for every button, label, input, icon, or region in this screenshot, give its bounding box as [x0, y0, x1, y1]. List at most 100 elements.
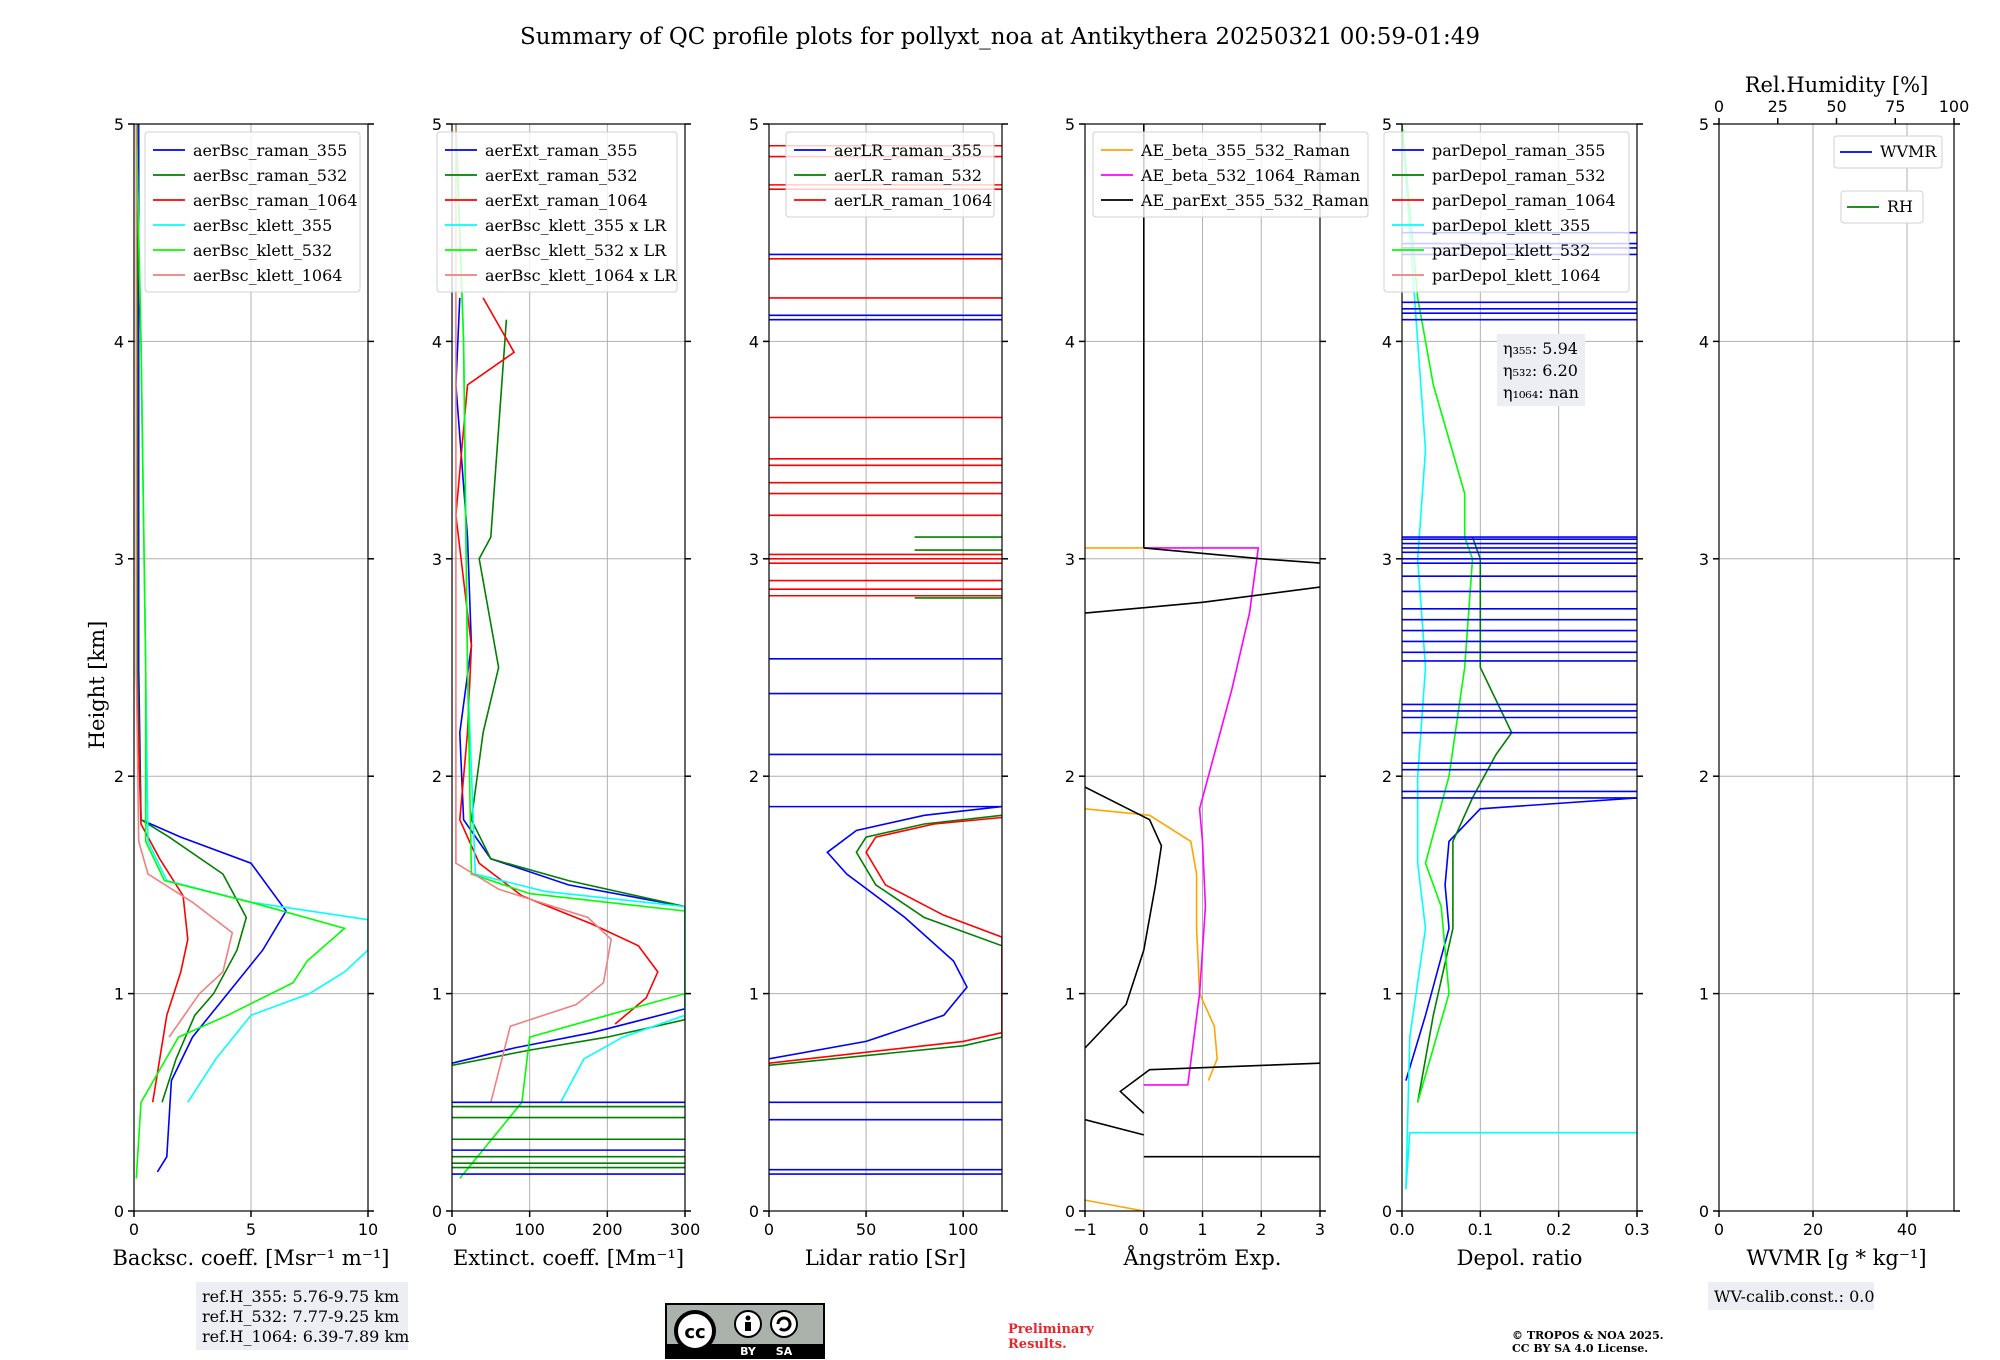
eta-annotation-box: η₃₅₅: 5.94 η₅₃₂: 6.20 η₁₀₆₄: nan [1497, 334, 1585, 406]
legend-box [785, 131, 995, 218]
x-tick-label-1: 0 [764, 1220, 774, 1239]
panel-3: 0 50 100 0 1 2 3 4 5 Lidar ratio [Sr] aerLR_raman_… [749, 115, 1008, 1270]
y-tick-label-6: 5 [1699, 115, 1709, 134]
series-aerBsc_klett_532 x LR [455, 124, 685, 1179]
series-aerLR_raman_1064 [769, 816, 1002, 1064]
y-tick-label-4: 3 [1699, 550, 1709, 569]
panel-1: 0 5 10 0 1 2 3 4 5 Backsc. coeff. [Msr⁻¹ m⁻¹] aerB… [113, 115, 390, 1270]
x2-tick-label-3: 50 [1826, 97, 1846, 116]
y-tick-label-5: 4 [432, 332, 442, 351]
x2-tick-label-4: 75 [1885, 97, 1905, 116]
legend-label-1: parDepol_raman_355 [1432, 141, 1605, 160]
y-tick-label-2: 1 [114, 985, 124, 1004]
cc-label: cc [684, 1322, 705, 1343]
legend-label-6: aerBsc_klett_1064 x LR [485, 266, 677, 285]
series-aerExt_raman_355 [452, 297, 685, 1064]
x-tick-label-2: 100 [514, 1220, 545, 1239]
legend-box [436, 131, 678, 293]
x-tick-label-1: 0 [447, 1220, 457, 1239]
y-tick-label-3: 2 [432, 767, 442, 786]
legend-label-3: aerLR_raman_1064 [834, 191, 992, 210]
series-AE_parExt_355_532_Raman-seg-2 [1119, 1062, 1320, 1114]
y-tick-label-4: 3 [749, 550, 759, 569]
legend: parDepol_raman_355 parDepol_raman_532 parD… [1383, 131, 1630, 293]
y-tick-label-1: 0 [1065, 1202, 1075, 1221]
y-tick-label-6: 5 [432, 115, 442, 134]
y-tick-label-5: 4 [1065, 332, 1075, 351]
y-tick-label-5: 4 [1382, 332, 1392, 351]
series-parDepol_raman_355 [1405, 797, 1637, 1081]
axes-frame [451, 123, 686, 1212]
x-tick-label-3: 40 [1897, 1220, 1917, 1239]
legend-label-6: parDepol_klett_1064 [1432, 266, 1601, 285]
eta-line-1: η₃₅₅: 5.94 [1503, 339, 1578, 358]
x-tick-label-3: 1 [1197, 1220, 1207, 1239]
x-tick-label-3: 0.2 [1546, 1220, 1571, 1239]
series-AE_parExt_355_532_Raman [1085, 786, 1163, 1049]
x-axis-label: Ångström Exp. [1123, 1245, 1282, 1270]
eta-line-2: η₅₃₂: 6.20 [1503, 361, 1578, 380]
y-tick-label-2: 1 [1382, 985, 1392, 1004]
x-tick-label-1: 0.0 [1389, 1220, 1414, 1239]
series-group [135, 124, 368, 1179]
legend-label-5: aerBsc_klett_532 x LR [485, 241, 667, 260]
copyright-line-1: © TROPOS & NOA 2025. [1512, 1329, 1664, 1342]
legend-label-5: parDepol_klett_532 [1432, 241, 1590, 260]
series-aerExt_raman_1064 [455, 297, 659, 1025]
legend: AE_beta_355_532_Raman AE_beta_532_1064_Ra… [1092, 131, 1369, 218]
y-tick-label-3: 2 [1065, 767, 1075, 786]
series-group [1085, 124, 1320, 1211]
y-tick-label-5: 4 [1699, 332, 1709, 351]
y-tick-label-1: 0 [432, 1202, 442, 1221]
cc-by-sa-icon: cc BY SA [665, 1303, 825, 1359]
series-aerBsc_klett_532 [135, 124, 347, 1179]
y-tick-label-3: 2 [114, 767, 124, 786]
x2-axis-label: Rel.Humidity [%] [1745, 73, 1929, 97]
preliminary-line-1: Preliminary [1008, 1322, 1094, 1337]
legend-label-2: RH [1887, 197, 1913, 216]
eta-line-3: η₁₀₆₄: nan [1503, 383, 1579, 402]
y-tick-label-1: 0 [114, 1202, 124, 1221]
x-tick-label-2: 20 [1803, 1220, 1823, 1239]
legend-label-3: parDepol_raman_1064 [1432, 191, 1616, 210]
series-AE_beta_532_1064_Raman [1143, 547, 1260, 1086]
y-tick-label-6: 5 [114, 115, 124, 134]
y-tick-label-4: 3 [114, 550, 124, 569]
sa-label: SA [776, 1345, 793, 1358]
legend-label-1: aerBsc_raman_355 [193, 141, 347, 160]
y-tick-label-1: 0 [1382, 1202, 1392, 1221]
x-tick-label-3: 100 [948, 1220, 979, 1239]
axes-frame [768, 123, 1003, 1212]
legend-label-3: aerBsc_raman_1064 [193, 191, 358, 210]
y-tick-label-1: 0 [1699, 1202, 1709, 1221]
series-AE_beta_355_532_Raman-seg-1 [1085, 808, 1219, 1081]
x-tick-label-5: 3 [1315, 1220, 1325, 1239]
series-AE_beta_355_532_Raman [1085, 1199, 1144, 1211]
series-aerLR_raman_355 [769, 805, 1002, 1060]
x-tick-label-2: 50 [856, 1220, 876, 1239]
x-axis-label: Depol. ratio [1457, 1246, 1583, 1270]
legend: WVMR RH [1833, 135, 1943, 224]
y-tick-label-1: 0 [749, 1202, 759, 1221]
series-aerBsc_klett_1064 x LR [455, 124, 613, 1103]
legend-label-6: aerBsc_klett_1064 [193, 266, 342, 285]
legend-label-1: AE_beta_355_532_Raman [1140, 141, 1350, 160]
x-tick-label-4: 0.3 [1624, 1220, 1649, 1239]
legend-label-5: aerBsc_klett_532 [193, 241, 332, 260]
legend-label-2: aerBsc_raman_532 [193, 166, 347, 185]
x-tick-label-3: 10 [358, 1220, 378, 1239]
legend-label-2: parDepol_raman_532 [1432, 166, 1605, 185]
legend-label-1: WVMR [1880, 142, 1937, 161]
series-AE_parExt_355_532_Raman-seg-3 [1085, 1118, 1145, 1136]
series-aerExt_raman_532 [452, 319, 685, 1067]
y-tick-label-4: 3 [1065, 550, 1075, 569]
legend-box-2 [1840, 190, 1924, 224]
y-tick-label-5: 4 [749, 332, 759, 351]
y-tick-label-3: 2 [1699, 767, 1709, 786]
y-tick-label-6: 5 [1382, 115, 1392, 134]
legend-label-2: aerLR_raman_532 [834, 166, 982, 185]
legend-label-4: aerBsc_klett_355 [193, 216, 332, 235]
y-tick-label-2: 1 [432, 985, 442, 1004]
refh-532: ref.H_532: 7.77-9.25 km [202, 1307, 399, 1326]
